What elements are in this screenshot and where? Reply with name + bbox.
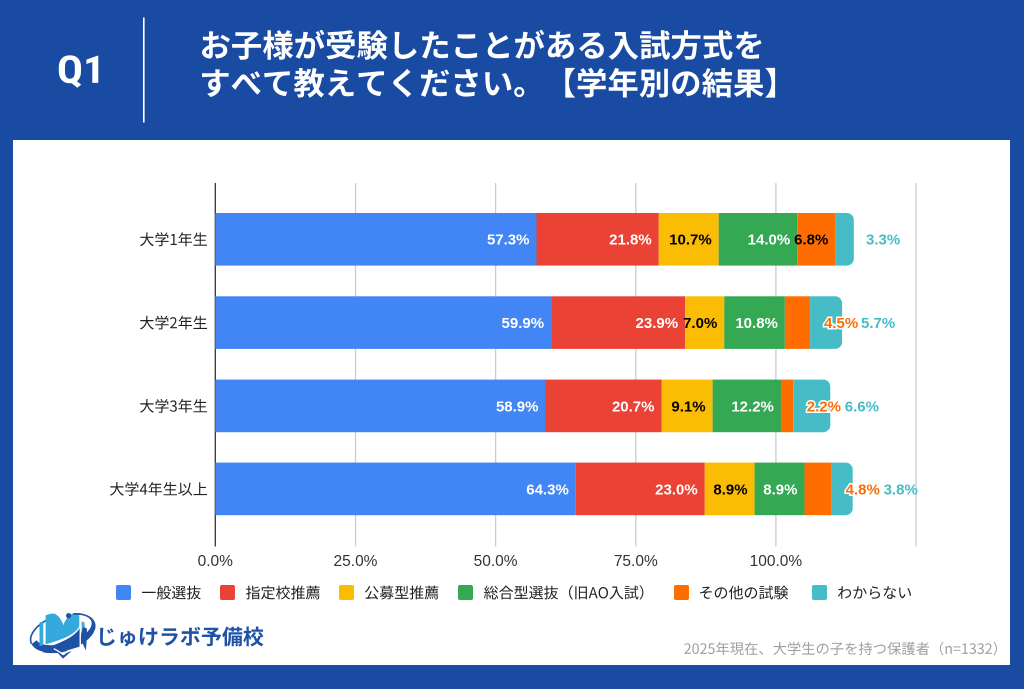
svg-text:8.9%: 8.9% (713, 481, 747, 498)
svg-text:50.0%: 50.0% (474, 553, 518, 570)
svg-text:58.9%: 58.9% (496, 398, 539, 415)
svg-text:6.6%: 6.6% (845, 398, 879, 415)
svg-text:14.0%: 14.0% (748, 232, 791, 249)
svg-text:10.7%: 10.7% (669, 232, 712, 249)
svg-text:4.8%: 4.8% (846, 481, 880, 498)
svg-text:20.7%: 20.7% (612, 398, 655, 415)
svg-text:100.0%: 100.0% (750, 553, 803, 570)
svg-text:12.2%: 12.2% (731, 398, 774, 415)
svg-text:4.5%: 4.5% (824, 315, 858, 332)
svg-text:8.9%: 8.9% (763, 481, 797, 498)
svg-text:6.8%: 6.8% (794, 232, 828, 249)
svg-text:21.8%: 21.8% (609, 232, 652, 249)
svg-text:3.8%: 3.8% (884, 481, 918, 498)
svg-text:3.3%: 3.3% (866, 232, 900, 249)
svg-text:23.0%: 23.0% (655, 481, 698, 498)
svg-text:64.3%: 64.3% (526, 481, 569, 498)
svg-text:23.9%: 23.9% (636, 315, 679, 332)
svg-text:25.0%: 25.0% (334, 553, 378, 570)
svg-text:7.0%: 7.0% (683, 315, 717, 332)
svg-text:57.3%: 57.3% (487, 232, 530, 249)
svg-text:75.0%: 75.0% (614, 553, 658, 570)
svg-text:59.9%: 59.9% (502, 315, 545, 332)
svg-text:2.2%: 2.2% (807, 398, 841, 415)
svg-text:9.1%: 9.1% (671, 398, 705, 415)
svg-text:0.0%: 0.0% (198, 553, 234, 570)
svg-text:5.7%: 5.7% (861, 315, 895, 332)
svg-text:10.8%: 10.8% (735, 315, 778, 332)
